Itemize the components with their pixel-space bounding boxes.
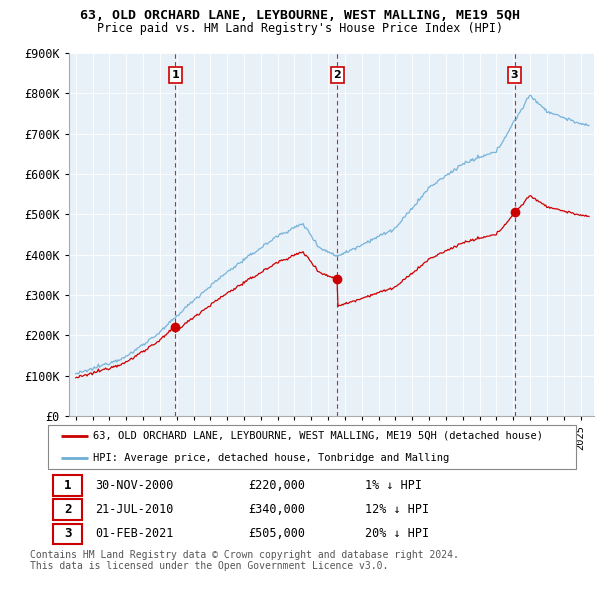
- Text: £505,000: £505,000: [248, 527, 305, 540]
- Text: £220,000: £220,000: [248, 478, 305, 492]
- Text: 20% ↓ HPI: 20% ↓ HPI: [365, 527, 429, 540]
- FancyBboxPatch shape: [53, 524, 82, 544]
- Text: 63, OLD ORCHARD LANE, LEYBOURNE, WEST MALLING, ME19 5QH (detached house): 63, OLD ORCHARD LANE, LEYBOURNE, WEST MA…: [93, 431, 543, 441]
- Text: Contains HM Land Registry data © Crown copyright and database right 2024.
This d: Contains HM Land Registry data © Crown c…: [30, 550, 459, 572]
- Text: 3: 3: [511, 70, 518, 80]
- Text: 1: 1: [64, 478, 71, 492]
- Text: 12% ↓ HPI: 12% ↓ HPI: [365, 503, 429, 516]
- Text: 30-NOV-2000: 30-NOV-2000: [95, 478, 174, 492]
- FancyBboxPatch shape: [53, 475, 82, 496]
- FancyBboxPatch shape: [53, 499, 82, 520]
- Text: 2: 2: [334, 70, 341, 80]
- Text: 21-JUL-2010: 21-JUL-2010: [95, 503, 174, 516]
- Text: 1% ↓ HPI: 1% ↓ HPI: [365, 478, 422, 492]
- FancyBboxPatch shape: [48, 425, 576, 469]
- Text: 01-FEB-2021: 01-FEB-2021: [95, 527, 174, 540]
- Text: Price paid vs. HM Land Registry's House Price Index (HPI): Price paid vs. HM Land Registry's House …: [97, 22, 503, 35]
- Text: £340,000: £340,000: [248, 503, 305, 516]
- Text: 1: 1: [172, 70, 179, 80]
- Text: 63, OLD ORCHARD LANE, LEYBOURNE, WEST MALLING, ME19 5QH: 63, OLD ORCHARD LANE, LEYBOURNE, WEST MA…: [80, 9, 520, 22]
- Text: 3: 3: [64, 527, 71, 540]
- Text: HPI: Average price, detached house, Tonbridge and Malling: HPI: Average price, detached house, Tonb…: [93, 453, 449, 463]
- Text: 2: 2: [64, 503, 71, 516]
